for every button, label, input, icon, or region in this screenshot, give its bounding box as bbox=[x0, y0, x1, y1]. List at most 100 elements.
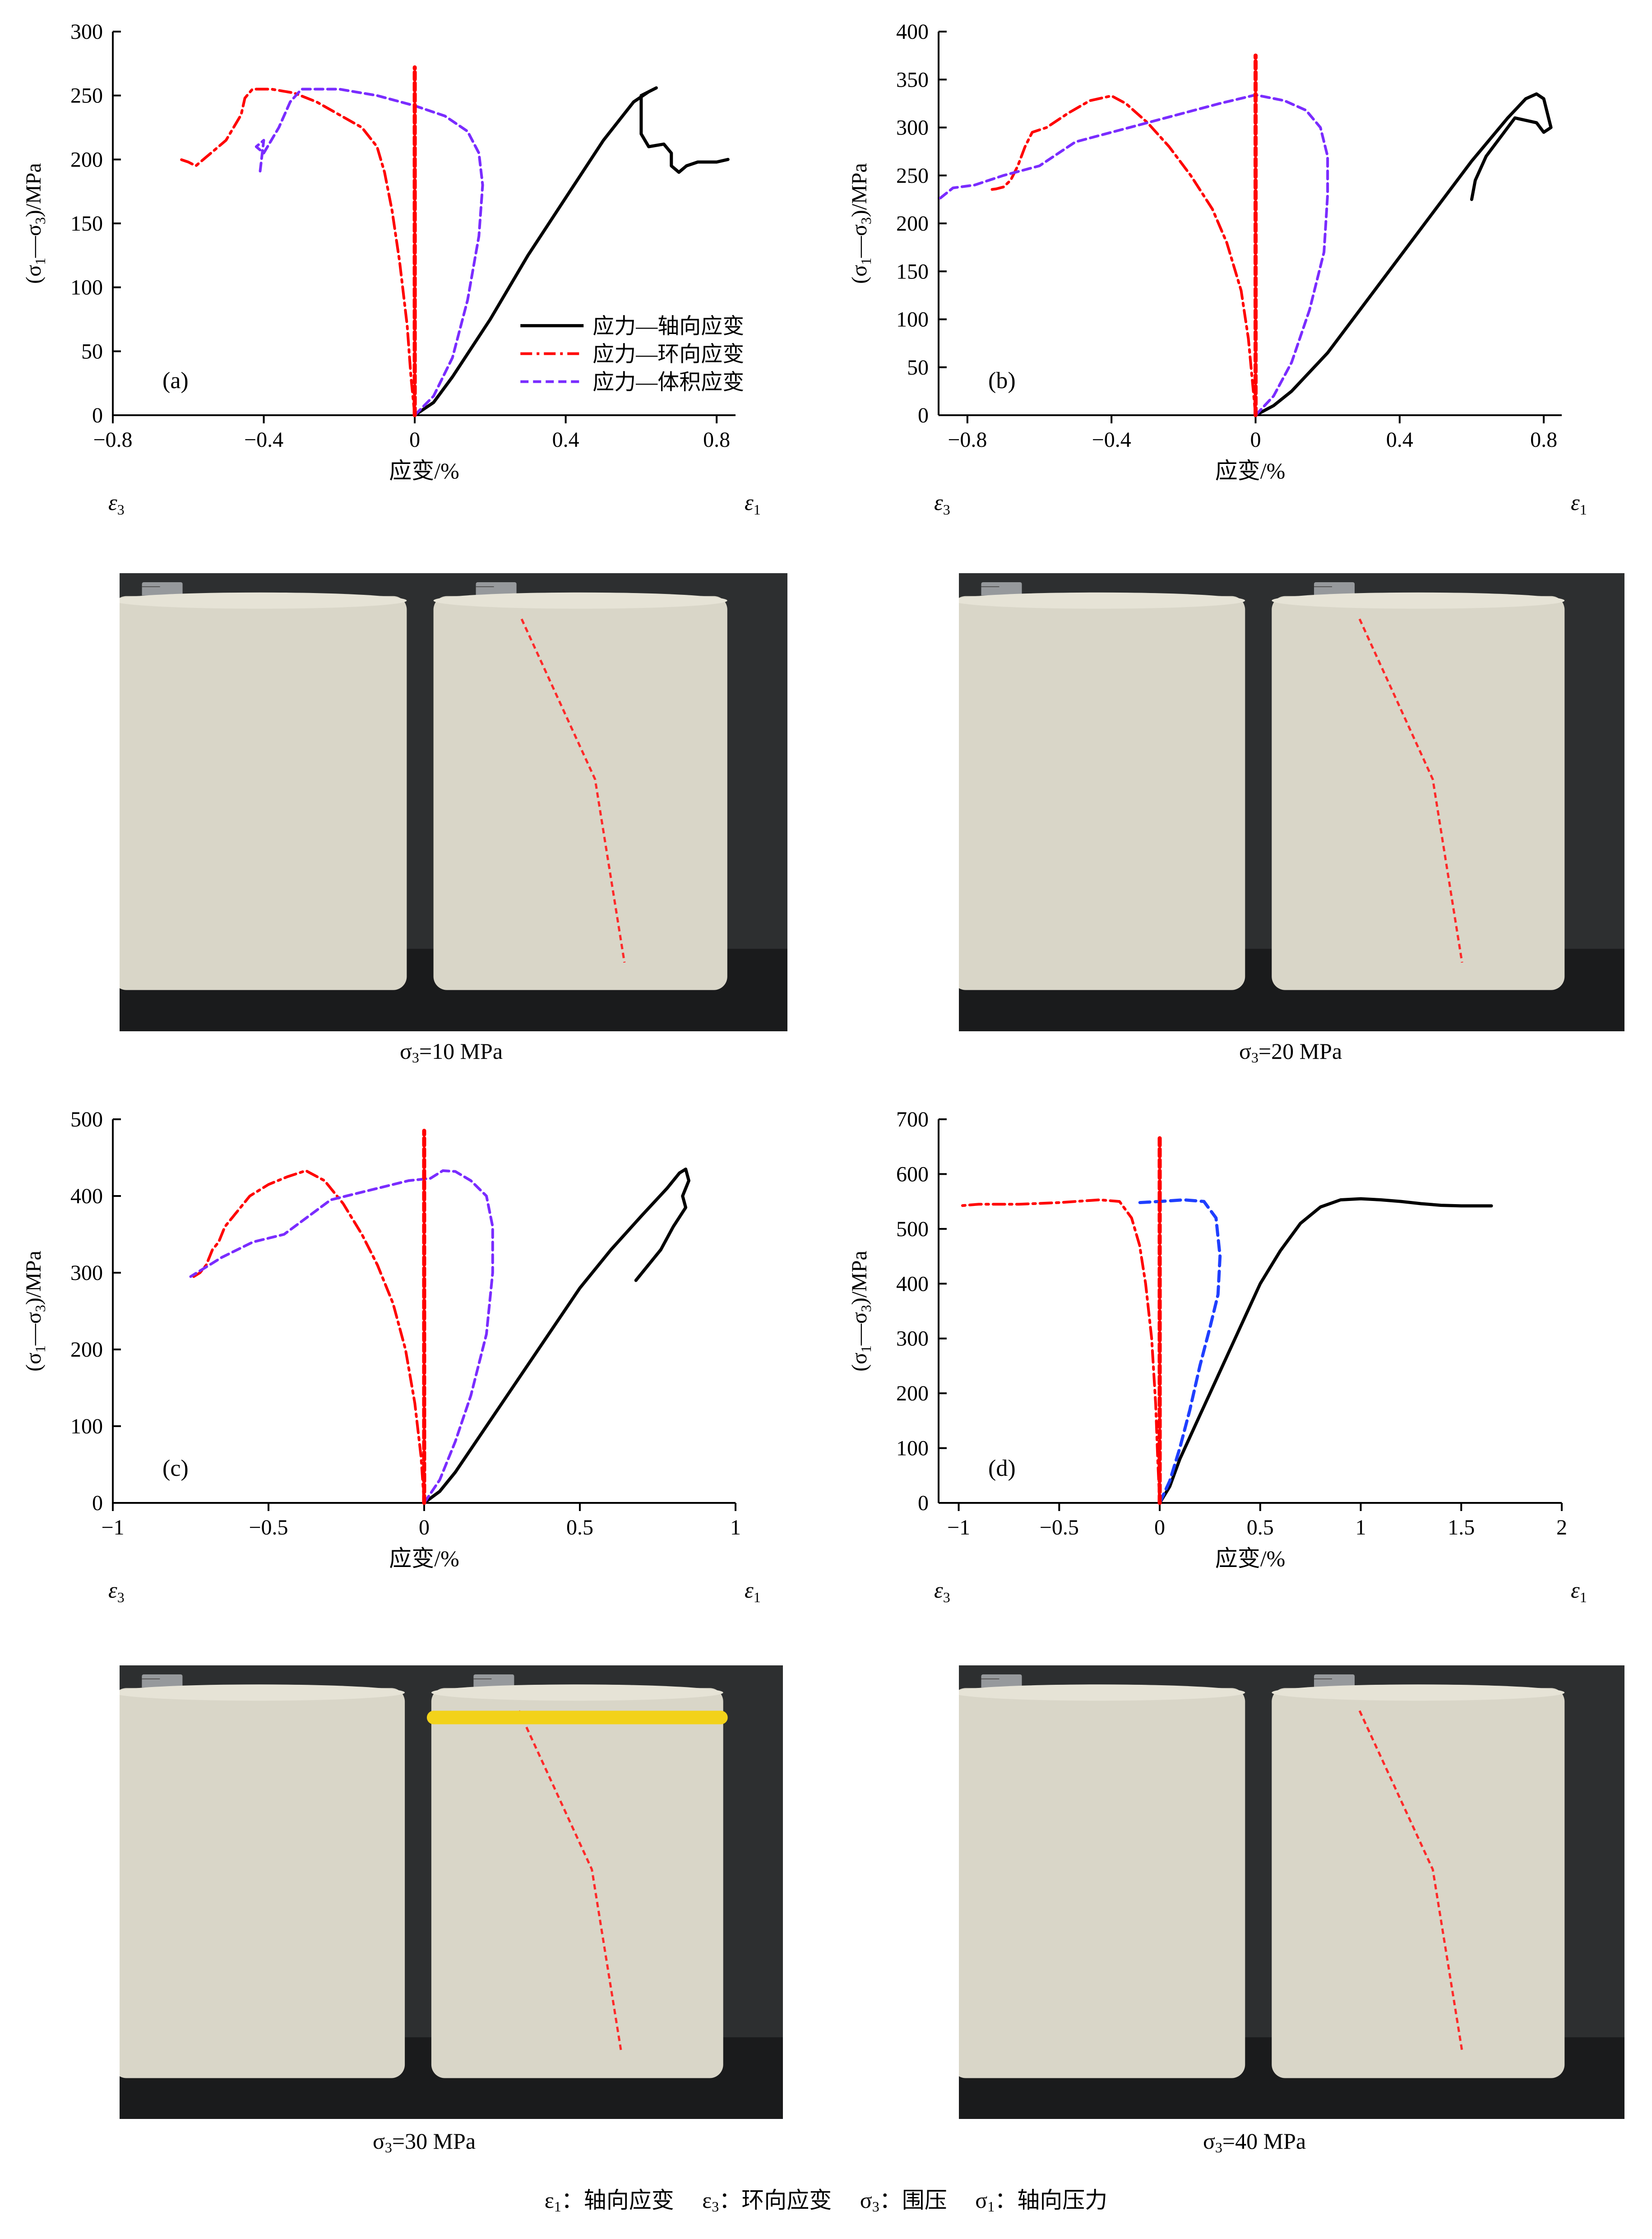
panel-label: (b) bbox=[988, 368, 1016, 394]
y-tick-label: 350 bbox=[896, 68, 929, 92]
rubber-band bbox=[426, 1711, 728, 1724]
x-tick-label: 0.4 bbox=[1386, 428, 1413, 452]
rock-specimen bbox=[120, 1688, 405, 2078]
y-tick-label: 250 bbox=[70, 84, 103, 108]
specimen-photo-b bbox=[959, 573, 1624, 1031]
x-axis-label: 应变/% bbox=[1215, 458, 1286, 483]
y-tick-label: 200 bbox=[896, 212, 929, 236]
series-volume bbox=[255, 88, 484, 417]
specimen-illustration bbox=[959, 573, 1624, 1031]
panel-label: (d) bbox=[988, 1456, 1016, 1481]
rock-specimen bbox=[1272, 596, 1565, 990]
footer-legend: ε1：轴向应变 ε3：环向应变 σ3：围压 σ1：轴向压力 bbox=[544, 2188, 1108, 2215]
x-tick-label: −0.5 bbox=[249, 1516, 288, 1539]
y-tick-label: 700 bbox=[896, 1108, 929, 1131]
y-tick-label: 50 bbox=[81, 339, 103, 363]
x-axis-label: 应变/% bbox=[389, 1546, 459, 1571]
panel-label: (a) bbox=[162, 368, 189, 394]
y-tick-label: 300 bbox=[896, 1327, 929, 1351]
x-tick-label: 0 bbox=[1250, 428, 1261, 452]
rock-specimen bbox=[120, 596, 407, 990]
fracture-line bbox=[520, 618, 626, 963]
series-axial bbox=[422, 1168, 690, 1505]
series-axial bbox=[413, 86, 730, 417]
y-axis-label: (σ1—σ3)/MPa bbox=[847, 163, 874, 284]
y-tick-label: 0 bbox=[918, 1491, 929, 1515]
y-tick-label: 200 bbox=[70, 148, 103, 172]
eps3-label: ε3 bbox=[108, 490, 125, 518]
series-lateral bbox=[179, 88, 416, 417]
x-tick-label: 0 bbox=[1154, 1516, 1165, 1539]
x-tick-label: −0.8 bbox=[948, 428, 987, 452]
specimen-top bbox=[433, 592, 727, 609]
x-tick-label: −0.4 bbox=[244, 428, 283, 452]
specimen-top bbox=[1272, 592, 1565, 609]
specimen-top bbox=[120, 592, 407, 609]
specimen-top bbox=[120, 1684, 405, 1701]
rock-specimen bbox=[959, 1688, 1245, 2078]
y-axis-label: (σ1—σ3)/MPa bbox=[22, 163, 48, 284]
eps3-label: ε3 bbox=[934, 490, 950, 518]
eps1-label: ε1 bbox=[1571, 490, 1587, 518]
eps1-label: ε1 bbox=[745, 490, 761, 518]
y-tick-label: 300 bbox=[70, 1261, 103, 1285]
series-volume bbox=[189, 1169, 494, 1504]
specimen-top bbox=[431, 1684, 723, 1701]
x-tick-label: −0.8 bbox=[93, 428, 132, 452]
specimen-top bbox=[959, 1684, 1245, 1701]
y-tick-label: 0 bbox=[92, 1491, 103, 1515]
x-tick-label: 0 bbox=[419, 1516, 430, 1539]
x-tick-label: 0.4 bbox=[552, 428, 579, 452]
eps1-label: ε1 bbox=[1571, 1577, 1587, 1605]
y-tick-label: 500 bbox=[70, 1108, 103, 1131]
eps3-label: ε3 bbox=[934, 1577, 950, 1605]
y-tick-label: 300 bbox=[896, 116, 929, 140]
series-lateral bbox=[957, 1198, 1161, 1504]
specimen-photo-d bbox=[959, 1665, 1624, 2119]
y-tick-label: 150 bbox=[896, 260, 929, 283]
x-tick-label: 0.8 bbox=[703, 428, 730, 452]
rock-specimen bbox=[431, 1688, 723, 2078]
y-tick-label: 150 bbox=[70, 212, 103, 236]
x-tick-label: 0.5 bbox=[566, 1516, 593, 1539]
eps3-label: ε3 bbox=[108, 1577, 125, 1605]
legend-label-volume: 应力—体积应变 bbox=[592, 371, 744, 394]
y-tick-label: 100 bbox=[70, 1414, 103, 1438]
caption-c: σ3=30 MPa bbox=[372, 2128, 476, 2156]
y-tick-label: 0 bbox=[92, 403, 103, 427]
y-tick-label: 600 bbox=[896, 1162, 929, 1186]
fracture-line bbox=[1358, 618, 1463, 963]
x-tick-label: −0.5 bbox=[1040, 1516, 1079, 1539]
x-tick-label: 0.8 bbox=[1530, 428, 1557, 452]
specimen-photo-a bbox=[120, 573, 787, 1031]
fracture-line bbox=[518, 1710, 622, 2051]
panel-label: (c) bbox=[162, 1456, 189, 1481]
specimen-illustration bbox=[120, 1665, 783, 2119]
x-tick-label: 0 bbox=[409, 428, 420, 452]
rock-specimen bbox=[433, 596, 727, 990]
x-tick-label: 1 bbox=[730, 1516, 741, 1539]
series-axial bbox=[1158, 1197, 1493, 1505]
y-axis-label: (σ1—σ3)/MPa bbox=[22, 1251, 48, 1372]
x-axis-label: 应变/% bbox=[1215, 1546, 1286, 1571]
legend-label-axial: 应力—轴向应变 bbox=[592, 315, 744, 338]
specimen-top bbox=[1272, 1684, 1565, 1701]
series-volume_d bbox=[1138, 1198, 1222, 1505]
specimen-illustration bbox=[959, 1665, 1624, 2119]
caption-d: σ3=40 MPa bbox=[1203, 2128, 1306, 2156]
x-tick-label: 1.5 bbox=[1448, 1516, 1475, 1539]
x-tick-label: 1 bbox=[1356, 1516, 1366, 1539]
y-tick-label: 100 bbox=[896, 308, 929, 332]
series-lateral bbox=[987, 94, 1257, 417]
legend-label-lateral: 应力—环向应变 bbox=[592, 343, 744, 366]
y-tick-label: 500 bbox=[896, 1217, 929, 1241]
y-tick-label: 400 bbox=[896, 1272, 929, 1296]
specimen-photo-c bbox=[120, 1665, 783, 2119]
y-tick-label: 200 bbox=[70, 1338, 103, 1362]
y-tick-label: 400 bbox=[896, 20, 929, 44]
x-axis-label: 应变/% bbox=[389, 458, 459, 483]
y-tick-label: 300 bbox=[70, 20, 103, 44]
x-tick-label: −0.4 bbox=[1092, 428, 1131, 452]
x-tick-label: 2 bbox=[1556, 1516, 1567, 1539]
series-axial bbox=[1254, 92, 1553, 417]
